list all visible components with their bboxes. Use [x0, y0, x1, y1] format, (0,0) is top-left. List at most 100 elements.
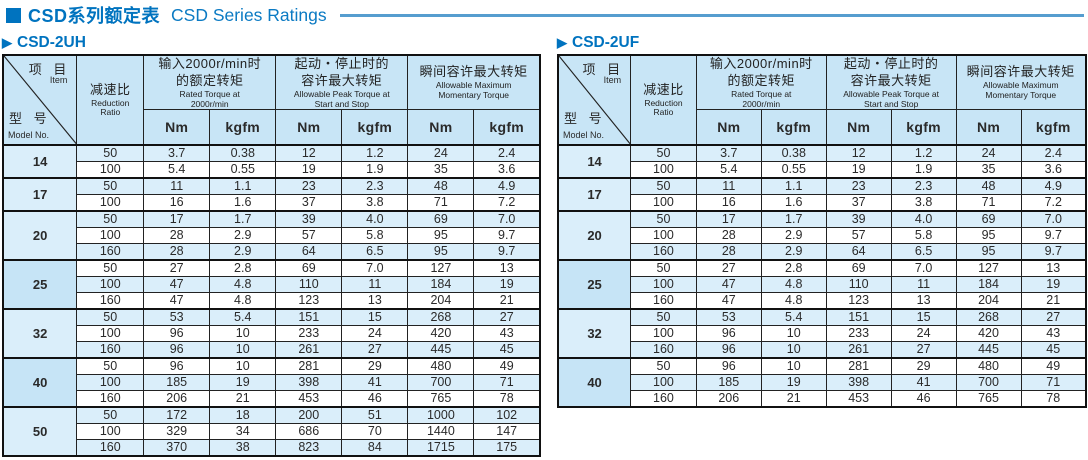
table-row: 100 47 4.8 110 11 184 19: [3, 275, 541, 293]
value-cell: 4.8: [209, 275, 277, 293]
value-cell: 24: [407, 143, 475, 162]
value-cell: 11: [143, 176, 211, 195]
table-row: 100 5.4 0.55 19 1.9 35 3.6: [3, 160, 541, 179]
ratio-label-zh: 减速比: [643, 81, 684, 97]
table-row: 17 50 11 1.1 23 2.3 48 4.9: [2, 176, 541, 212]
value-cell: 43: [1020, 324, 1087, 342]
value-cell: 1.2: [890, 143, 957, 162]
value-cell: 2.3: [890, 176, 957, 195]
unit-header: Nm: [825, 109, 892, 146]
table-row: 160 370 38 823 84 1715 175: [3, 438, 541, 457]
value-cell: 1.9: [890, 160, 957, 179]
value-cell: 175: [473, 438, 541, 457]
group-label-zh: 容许最大转矩: [301, 72, 383, 88]
ratio-cell: 160: [76, 242, 145, 261]
value-cell: 24: [890, 324, 957, 342]
value-cell: 2.8: [760, 258, 827, 277]
value-cell: 96: [695, 340, 762, 359]
value-cell: 398: [275, 373, 343, 391]
table-row: 50 50 172 18 200 51 1000 102: [2, 405, 541, 457]
group-label-en: Rated Torque at: [731, 88, 792, 99]
value-cell: 38: [209, 438, 277, 457]
value-cell: 46: [341, 389, 409, 408]
value-cell: 57: [275, 226, 343, 244]
value-cell: 95: [407, 226, 475, 244]
value-cell: 24: [341, 324, 409, 342]
value-cell: 4.0: [341, 209, 409, 228]
group-label-zh: 输入2000r/min时: [158, 56, 262, 71]
ratio-cell: 50: [630, 176, 697, 195]
value-cell: 123: [275, 291, 343, 310]
value-cell: 2.9: [760, 242, 827, 261]
value-cell: 64: [825, 242, 892, 261]
value-cell: 480: [955, 356, 1022, 375]
group-label-zh: 输入2000r/min时: [709, 56, 813, 71]
value-cell: 19: [209, 373, 277, 391]
value-cell: 78: [473, 389, 541, 408]
value-cell: 233: [825, 324, 892, 342]
value-cell: 19: [275, 160, 343, 179]
value-cell: 46: [890, 389, 957, 408]
group-label-en: Allowable Maximum: [982, 80, 1059, 91]
value-cell: 11: [695, 176, 762, 195]
ratio-label-zh: 减速比: [89, 81, 131, 97]
model-cell: 17: [2, 176, 78, 212]
value-cell: 13: [1020, 258, 1087, 277]
value-cell: 0.38: [760, 143, 827, 162]
torque-group-header-0: 输入2000r/min时 的额定转矩 Rated Torque at 2000r/mi…: [695, 54, 827, 111]
section-title-en: CSD Series Ratings: [171, 4, 327, 25]
value-cell: 9.7: [473, 226, 541, 244]
model-cell: 50: [2, 405, 78, 457]
ratio-cell: 100: [630, 160, 697, 179]
value-cell: 686: [275, 422, 343, 440]
value-cell: 15: [890, 307, 957, 326]
value-cell: 151: [825, 307, 892, 326]
table-title: ▶ CSD-2UF: [557, 33, 1087, 52]
unit-header: Nm: [275, 109, 343, 146]
value-cell: 5.8: [341, 226, 409, 244]
value-cell: 39: [275, 209, 343, 228]
ratio-cell: 100: [630, 193, 697, 212]
value-cell: 45: [473, 340, 541, 359]
table-row: 160 206 21 453 46 765 78: [558, 389, 1087, 408]
value-cell: 1.7: [760, 209, 827, 228]
value-cell: 96: [695, 324, 762, 342]
table-row: 20 50 17 1.7 39 4.0 69 7.0: [2, 209, 541, 261]
ratio-cell: 100: [76, 193, 145, 212]
value-cell: 700: [955, 373, 1022, 391]
value-cell: 10: [209, 340, 277, 359]
ratio-cell: 100: [630, 275, 697, 293]
value-cell: 147: [473, 422, 541, 440]
value-cell: 329: [143, 422, 211, 440]
value-cell: 13: [890, 291, 957, 310]
ratio-cell: 160: [76, 340, 145, 359]
square-bullet-icon: [6, 7, 21, 23]
value-cell: 5.4: [760, 307, 827, 326]
value-cell: 7.2: [1020, 193, 1087, 212]
model-cell: 20: [2, 209, 78, 261]
value-cell: 3.8: [341, 193, 409, 212]
table-row: 160 47 4.8 123 13 204 21: [3, 291, 541, 310]
value-cell: 21: [473, 291, 541, 310]
value-cell: 185: [143, 373, 211, 391]
value-cell: 21: [760, 389, 827, 408]
value-cell: 4.9: [473, 176, 541, 195]
item-label-en: Item: [603, 75, 622, 85]
ratio-cell: 50: [630, 307, 697, 326]
value-cell: 78: [1020, 389, 1087, 408]
value-cell: 10: [209, 356, 277, 375]
value-cell: 5.4: [143, 160, 211, 179]
value-cell: 47: [695, 275, 762, 293]
group-label-zh: 容许最大转矩: [850, 72, 932, 88]
ratio-label-en: Ratio: [653, 107, 674, 118]
value-cell: 2.4: [1020, 143, 1087, 162]
table-row: 100 185 19 398 41 700 71: [3, 373, 541, 391]
value-cell: 47: [143, 291, 211, 310]
header-row-groups: 项 目 Item 型 号 Model No. 减速比 Reduction Ratio 输入20…: [557, 54, 1087, 146]
model-cell: 25: [557, 258, 632, 310]
value-cell: 1.9: [341, 160, 409, 179]
table-title-label: CSD-2UF: [572, 33, 640, 51]
value-cell: 1.7: [209, 209, 277, 228]
value-cell: 102: [473, 405, 541, 424]
group-label-en: Momentary Torque: [985, 90, 1057, 101]
